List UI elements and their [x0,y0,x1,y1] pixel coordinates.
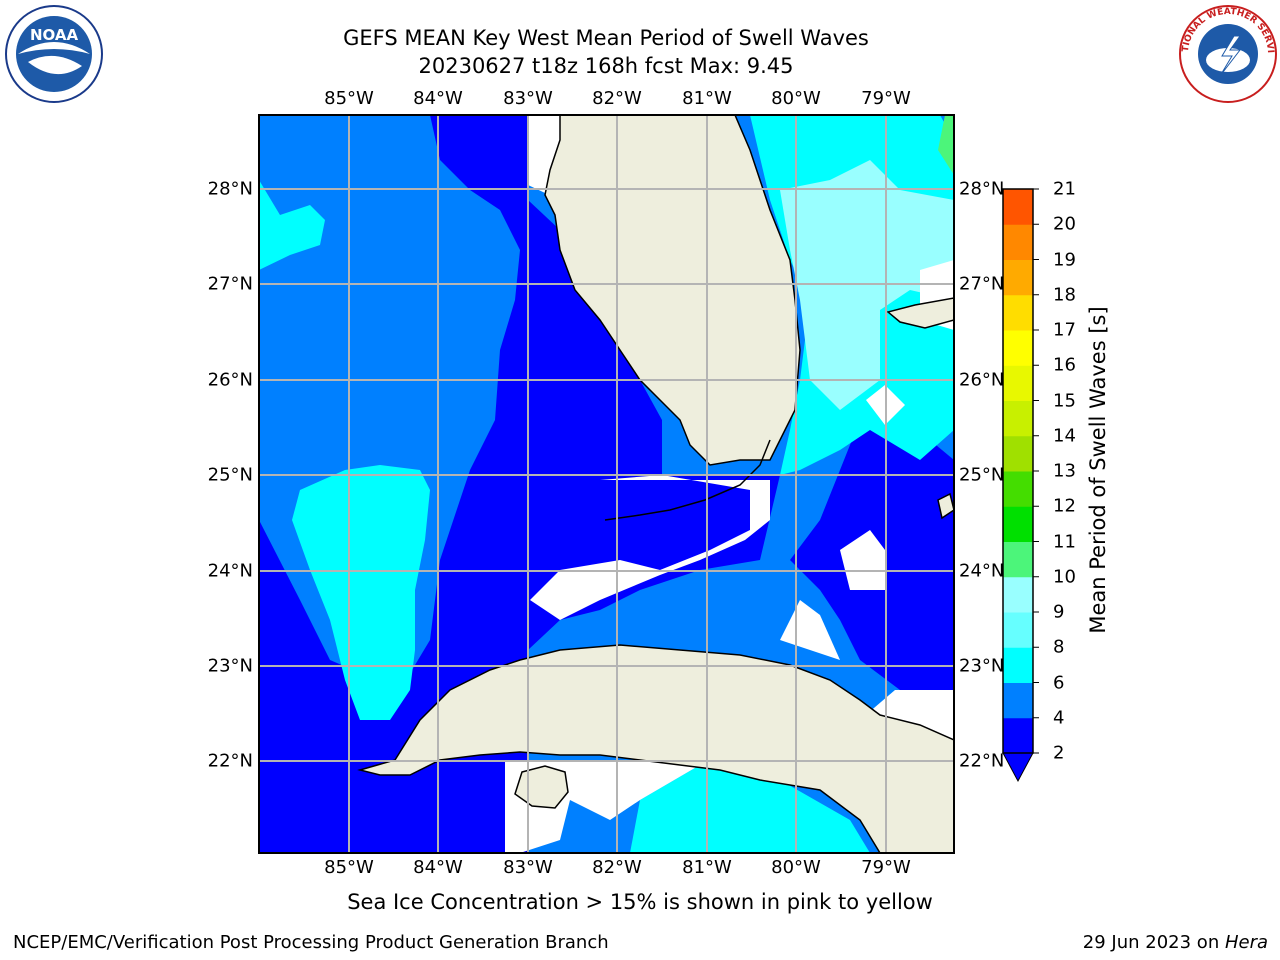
swell-band-2-4-south [259,760,505,853]
lon-label-top: 83°W [503,88,553,109]
colorbar-tick-label: 15 [1053,390,1076,411]
lon-label-top: 80°W [771,88,821,109]
lat-label-left: 26°N [207,369,253,391]
colorbar-tick-label: 12 [1053,495,1076,517]
lon-label-top: 85°W [324,88,374,109]
lat-label-left: 24°N [207,560,253,582]
colorbar-tick-label: 19 [1053,249,1076,270]
lat-label-left: 22°N [207,750,253,772]
footer-date-text: 29 Jun 2023 on [1082,932,1225,953]
colorbar-cell [1003,612,1033,648]
map-panel [259,115,954,853]
colorbar-cell [1003,294,1033,331]
lat-label-left: 27°N [207,273,253,295]
lon-label-top: 82°W [592,88,642,109]
map-frame [258,114,955,854]
cuba-landmass [357,644,954,853]
noaa-logo-icon: NOAA [4,4,104,104]
lat-label-left: 25°N [207,464,253,486]
colorbar-cell [1003,682,1033,719]
footer-credit: NCEP/EMC/Verification Post Processing Pr… [13,932,609,953]
colorbar-tick-label: 16 [1053,354,1076,376]
lon-label-bottom: 85°W [324,857,374,878]
colorbar-tick-label: 17 [1053,319,1076,341]
lat-label-right: 26°N [959,369,1005,391]
colorbar-cell [1003,717,1033,754]
lon-label-bottom: 84°W [413,857,463,878]
colorbar-tick-label: 4 [1053,707,1065,729]
sea-ice-note: Sea Ice Concentration > 15% is shown in … [347,890,933,914]
colorbar-tick-label: 8 [1053,636,1065,658]
lat-label-right: 27°N [959,273,1005,295]
lat-label-right: 23°N [959,655,1005,677]
swell-band-6-8-west [292,465,430,720]
lon-label-top: 79°W [861,88,911,109]
colorbar-tick-label: 11 [1053,531,1076,552]
no-data-region [840,530,885,590]
lon-label-bottom: 80°W [771,857,821,878]
lat-label-right: 28°N [959,178,1005,200]
colorbar-cell [1003,400,1033,437]
lat-label-left: 28°N [207,178,253,200]
lon-label-top: 84°W [413,88,463,109]
lat-label-right: 25°N [959,464,1005,486]
noaa-logo-text: NOAA [30,26,79,44]
swell-band-9-10 [938,115,954,175]
swell-band-2-4-strait [528,200,780,650]
colorbar-tick-label: 18 [1053,284,1076,306]
colorbar-tick-label: 9 [1053,601,1065,623]
lon-label-bottom: 81°W [682,857,732,878]
lon-label-bottom: 83°W [503,857,553,878]
map-gridlines [259,115,954,853]
colorbar [1002,188,1039,783]
swell-band-6-8-south [630,765,870,853]
colorbar-cell [1003,435,1033,472]
footer-date: 29 Jun 2023 on Hera [1083,932,1268,953]
national-weather-service-logo-icon: NATIONAL WEATHER SERVICE [1174,0,1278,104]
lon-label-bottom: 82°W [592,857,642,878]
colorbar-cell [1003,647,1033,683]
swell-band-2-4-offshore-patch [450,130,465,155]
colorbar-cell [1003,189,1033,225]
swell-band-6-8-nw [259,180,325,270]
colorbar-cell [1003,576,1033,613]
chart-title: GEFS MEAN Key West Mean Period of Swell … [343,26,869,50]
bahamas-island [886,297,954,329]
bahamas-island [937,492,954,520]
chart-subtitle: 20230627 t18z 168h fcst Max: 9.45 [418,54,794,78]
swell-band-2-4-gulf [259,115,528,853]
lon-label-bottom: 79°W [861,857,911,878]
colorbar-cell [1003,506,1033,542]
florida-keys [604,439,771,521]
colorbar-tick-label: 10 [1053,566,1076,588]
colorbar-title: Mean Period of Swell Waves [s] [1086,306,1110,634]
colorbar-cell [1003,224,1033,260]
colorbar-tick-label: 6 [1053,672,1065,693]
colorbar-tick-label: 21 [1053,178,1076,200]
lon-label-top: 81°W [682,88,732,109]
lat-label-right: 22°N [959,750,1005,772]
colorbar-tick-label: 14 [1053,425,1076,447]
footer-machine: Hera [1224,932,1268,953]
colorbar-tick-label: 20 [1053,213,1076,235]
colorbar-cell [1003,471,1033,507]
lat-label-right: 24°N [959,560,1005,582]
colorbar-tick-label: 2 [1053,742,1065,764]
colorbar-tick-label: 13 [1053,460,1076,482]
lat-label-left: 23°N [207,655,253,677]
colorbar-cell [1003,259,1033,296]
no-data-region [530,475,770,620]
colorbar-cell [1003,365,1033,401]
colorbar-extend-triangle [1002,752,1034,783]
florida-landmass [544,115,801,466]
colorbar-cell [1003,541,1033,578]
colorbar-cell [1003,330,1033,366]
